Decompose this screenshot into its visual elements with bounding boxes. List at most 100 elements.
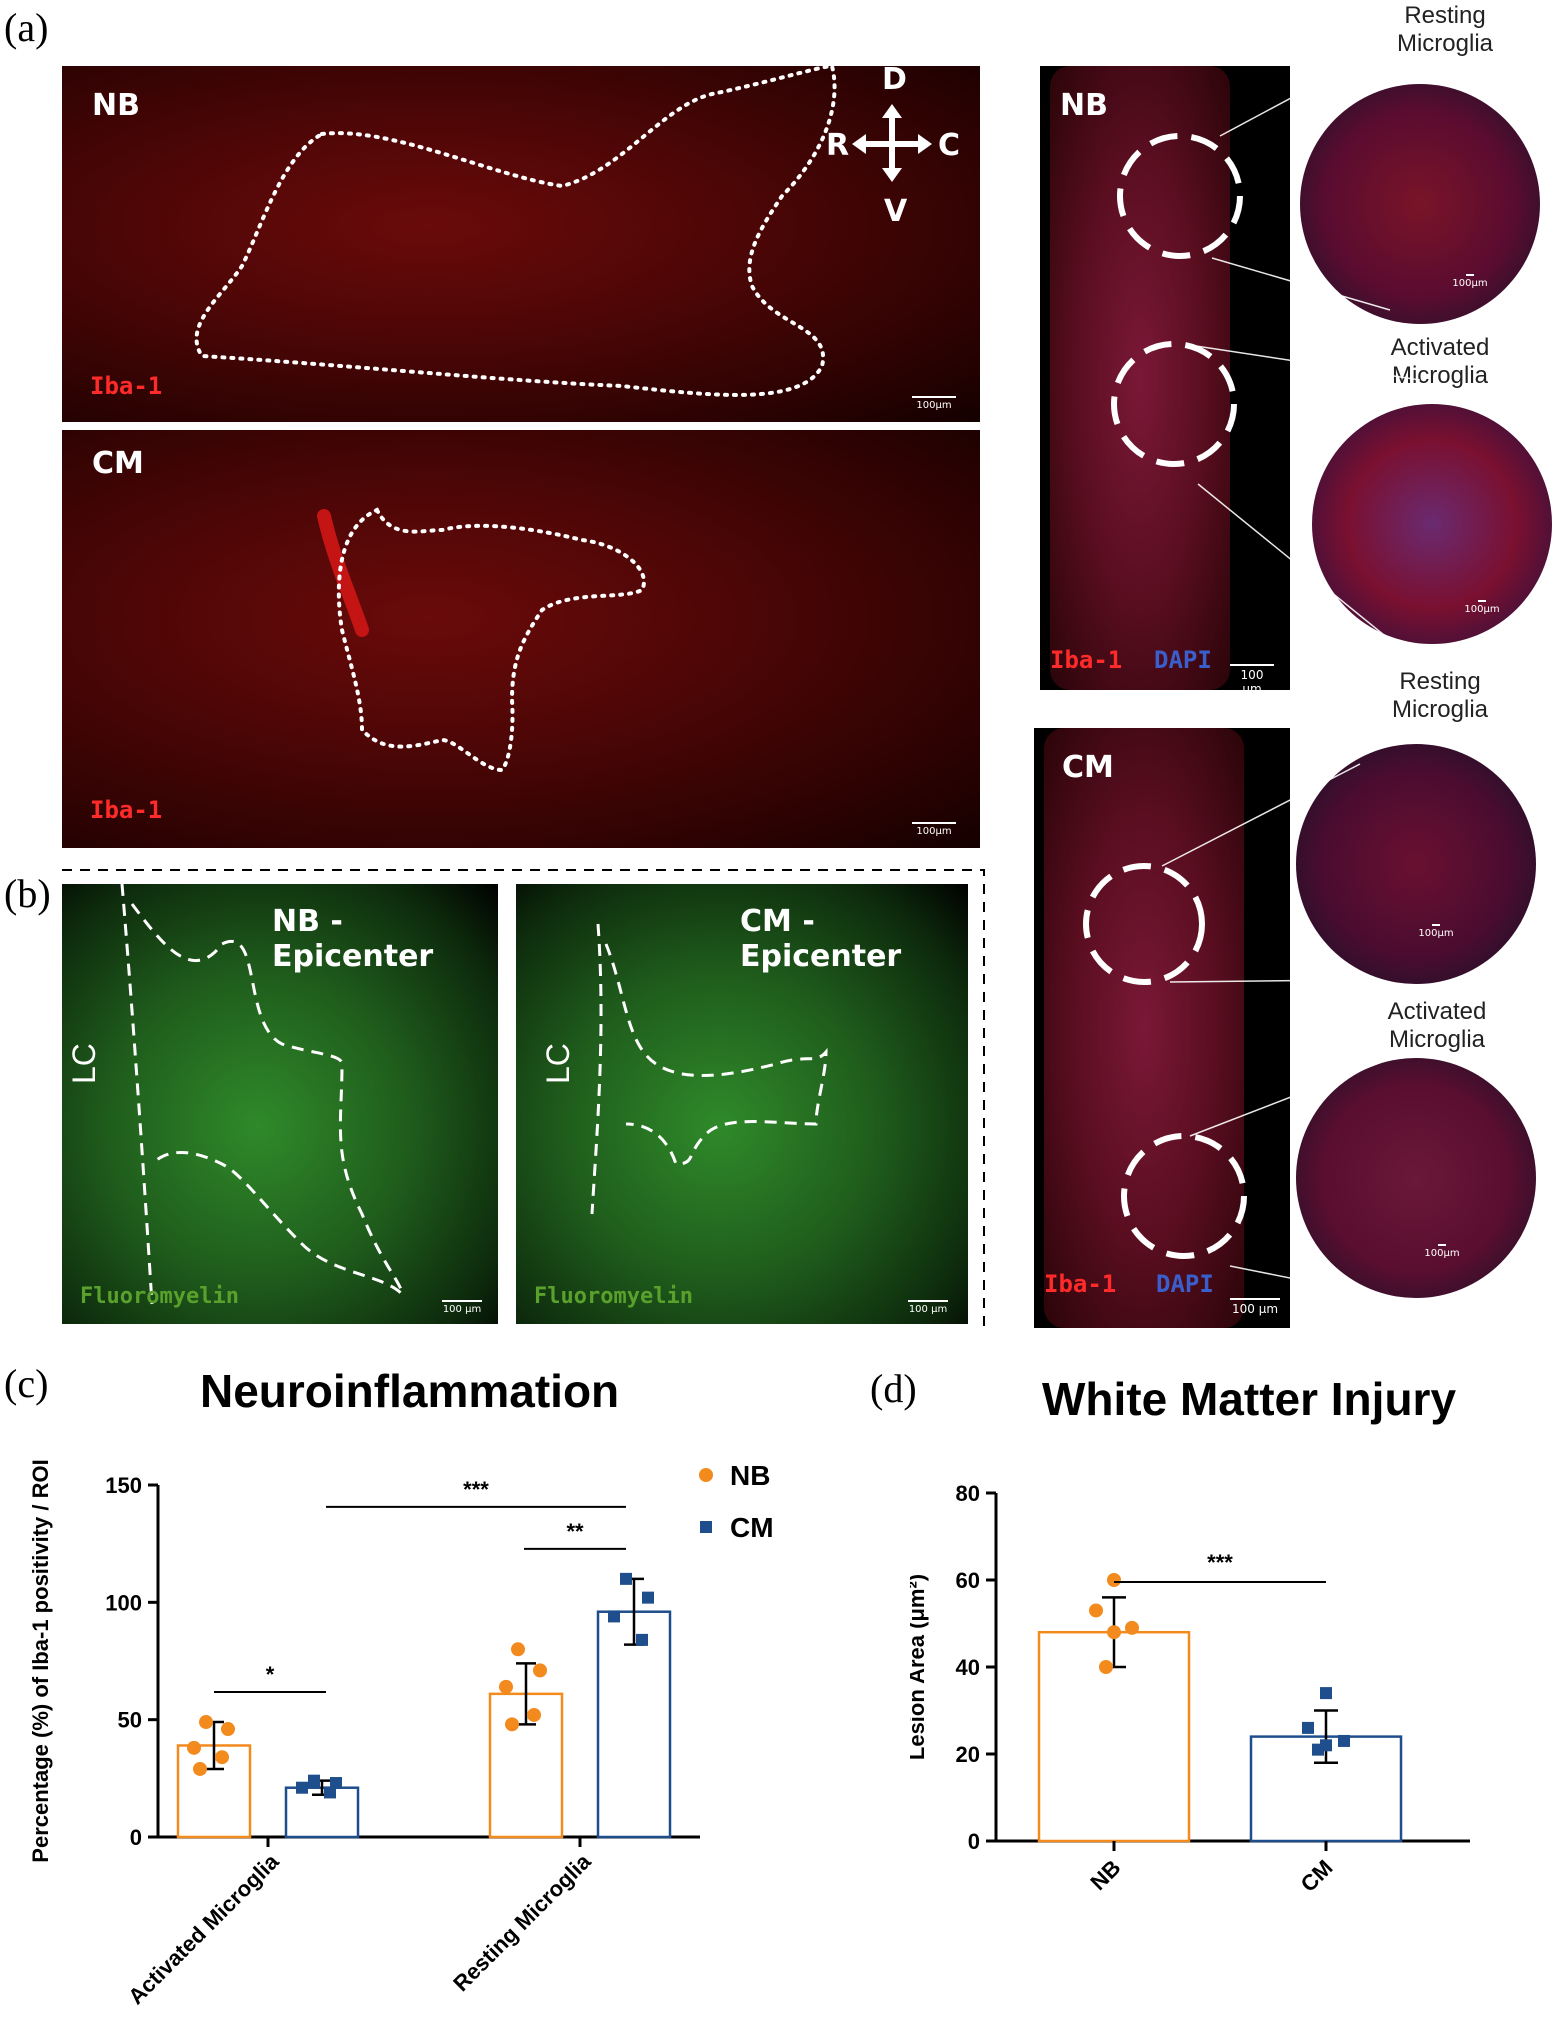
y-tick-label: 0 (968, 1829, 980, 1854)
data-point (533, 1663, 547, 1678)
significance-label: *** (463, 1477, 489, 1502)
nb-zoom-resting: 100μm (1300, 84, 1540, 324)
significance-label: *** (1207, 1550, 1233, 1575)
y-tick-label: 50 (118, 1708, 142, 1733)
nb-callout-activated: Activated Microglia (1390, 334, 1490, 389)
data-point (511, 1642, 525, 1657)
nb-epicenter-image: NB - Epicenter LC Fluoromyelin 100 μm (62, 884, 498, 1324)
data-point (499, 1679, 513, 1694)
cm-roi-circles (1083, 863, 1247, 1259)
nb-coronal-stain1: Iba-1 (1050, 646, 1123, 674)
cm-coronal-group-label: CM (1062, 750, 1114, 785)
data-point (608, 1610, 620, 1623)
bar-cm-1 (596, 1610, 672, 1839)
cm-group-label: CM (92, 446, 144, 481)
data-point (193, 1761, 207, 1776)
nb-group-label: NB (92, 88, 140, 123)
bar-nb-1 (488, 1692, 564, 1839)
nb-myelin-stain-label: Fluoromyelin (80, 1284, 239, 1309)
bar-cm-0 (284, 1786, 360, 1839)
nb-callout-resting: Resting Microglia (1396, 2, 1494, 57)
nb-sagittal-image: NB Iba-1 100μm D V R C (62, 66, 980, 422)
nb-epicenter-outline (120, 884, 404, 1305)
nb-scalebar: 100μm (912, 396, 956, 411)
cm-zoom-resting: 100μm (1296, 744, 1536, 984)
orientation-compass-icon (852, 104, 932, 182)
nb-zoom-resting-scale: 100μm (1450, 274, 1490, 289)
y-tick-label: 0 (130, 1825, 142, 1850)
data-point (324, 1786, 336, 1799)
data-point (199, 1715, 213, 1730)
cm-stain-label: Iba-1 (90, 796, 163, 824)
cm-zoom-activated-scale: 100μm (1422, 1244, 1462, 1259)
compass-rostral: R (826, 128, 850, 163)
cm-coronal-stain2: DAPI (1156, 1270, 1214, 1298)
data-point (221, 1722, 235, 1737)
significance-label: ** (566, 1519, 584, 1544)
compass-caudal: C (938, 128, 961, 163)
panel-label-d: (d) (870, 1366, 917, 1411)
chart-c-title: Neuroinflammation (200, 1365, 620, 1417)
data-point (330, 1777, 342, 1790)
cm-callout-activated: Activated Microglia (1387, 998, 1487, 1053)
compass-ventral: V (884, 194, 908, 229)
data-point (1089, 1603, 1103, 1618)
data-point (1099, 1660, 1113, 1674)
nb-coronal-scalebar: 100 μm (1230, 664, 1274, 690)
cm-coronal-stain1: Iba-1 (1044, 1270, 1117, 1298)
legend-marker-nb (699, 1468, 713, 1482)
cm-lesion-outline (317, 507, 646, 773)
legend-label-cm: CM (730, 1512, 774, 1543)
nb-lesion-outline (194, 66, 837, 397)
x-tick-label: CM (1296, 1855, 1338, 1897)
chart-c: 0 50 100 150 Percentage (%) of Iba-1 positiv… (28, 1459, 774, 2009)
nb-epicenter-scalebar: 100 μm (442, 1300, 482, 1315)
cm-coronal-panel: CM Iba-1 DAPI 100 μm (1034, 728, 1290, 1328)
data-point (1107, 1573, 1121, 1587)
cm-callout-resting: Resting Microglia (1391, 668, 1489, 723)
y-tick-label: 100 (105, 1590, 142, 1615)
cm-scalebar: 100μm (912, 822, 956, 837)
nb-lc-label: LC (66, 1043, 102, 1084)
data-point (1312, 1743, 1324, 1756)
nb-roi-circles (1111, 133, 1243, 467)
x-tick-label: NB (1085, 1855, 1125, 1895)
chart-d: 0 20 40 60 80 Lesion Area (μm²) NB CM *** (910, 1481, 1470, 1897)
data-point (1125, 1620, 1139, 1635)
y-tick-label: 60 (956, 1568, 980, 1593)
y-tick-label: 40 (956, 1655, 980, 1680)
panel-label-c: (c) (4, 1361, 49, 1406)
data-point (296, 1781, 308, 1794)
cm-zoom-resting-scale: 100μm (1416, 924, 1456, 939)
data-point (1320, 1687, 1332, 1700)
nb-stain-label: Iba-1 (90, 372, 163, 400)
y-tick-label: 80 (956, 1481, 980, 1506)
compass-dorsal: D (882, 66, 907, 97)
cm-epicenter-outline (590, 923, 828, 1215)
nb-zoom-activated-scale: 100μm (1462, 600, 1502, 615)
cm-epicenter-scalebar: 100 μm (908, 1300, 948, 1315)
data-point (505, 1717, 519, 1732)
data-point (187, 1740, 201, 1755)
nb-coronal-group-label: NB (1060, 88, 1108, 123)
cm-lc-label: LC (540, 1043, 576, 1084)
data-point (636, 1633, 648, 1646)
cm-epicenter-title: CM - Epicenter (740, 904, 902, 974)
cm-sagittal-image: CM Iba-1 100μm (62, 430, 980, 848)
data-point (308, 1774, 320, 1787)
cm-epicenter-image: CM - Epicenter LC Fluoromyelin 100 μm (516, 884, 968, 1324)
significance-label: * (266, 1662, 275, 1687)
y-axis-label: Percentage (%) of Iba-1 positivity / ROI (28, 1459, 53, 1862)
data-point (215, 1750, 229, 1765)
panel-label-b: (b) (4, 871, 51, 916)
cm-zoom-activated: 100μm (1296, 1058, 1536, 1298)
panel-label-a: (a) (4, 5, 49, 50)
y-tick-label: 150 (105, 1473, 142, 1498)
data-point (1338, 1734, 1350, 1747)
x-tick-label: Resting Microglia (448, 1848, 596, 1996)
nb-coronal-panel: NB Iba-1 DAPI 100 μm (1040, 66, 1290, 690)
y-tick-label: 20 (956, 1742, 980, 1767)
data-point (642, 1591, 654, 1604)
nb-coronal-stain2: DAPI (1154, 646, 1212, 674)
data-point (1302, 1721, 1314, 1734)
